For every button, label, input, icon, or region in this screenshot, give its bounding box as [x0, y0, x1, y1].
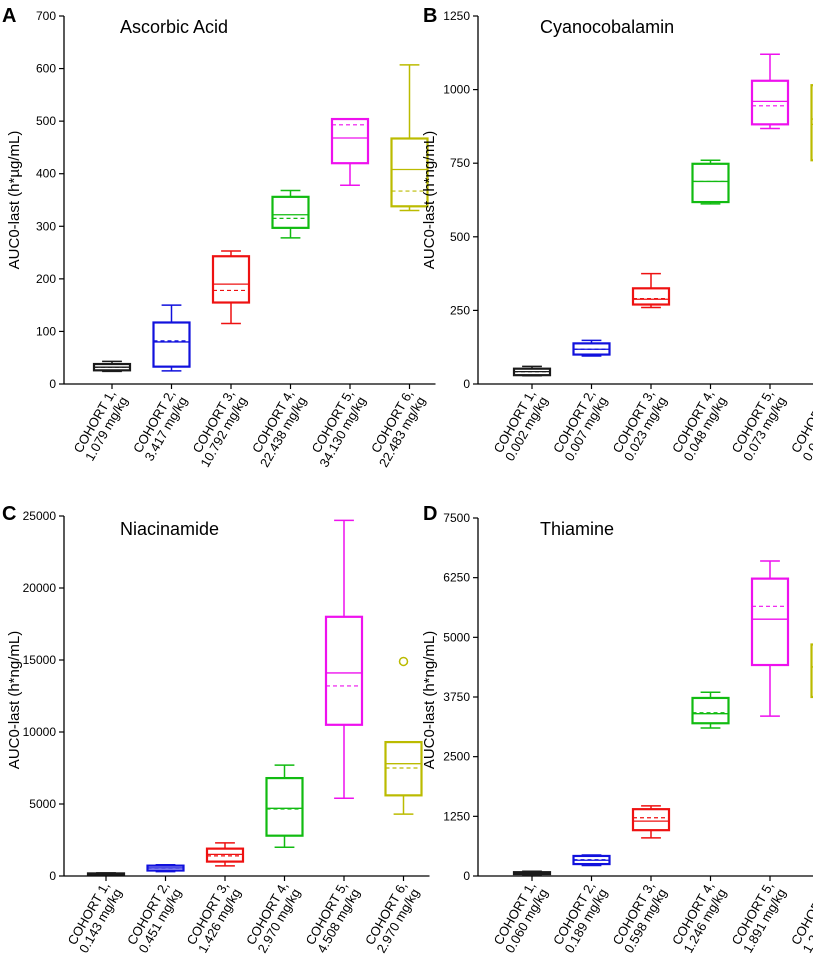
x-tick-label: COHORT 5,1.891 mg/kg: [728, 879, 789, 955]
x-tick-label: COHORT 1,0.143 mg/kg: [64, 879, 125, 955]
y-tick-label: 10000: [23, 725, 57, 739]
box: [752, 81, 788, 125]
box: [693, 698, 729, 723]
y-tick-label: 3750: [443, 690, 470, 704]
y-tick-label: 5000: [29, 797, 56, 811]
y-tick-label: 400: [36, 167, 56, 181]
x-tick-label: COHORT 6,0.048 mg/kg: [787, 387, 813, 463]
box: [267, 778, 303, 836]
x-tick-label: COHORT 2,3.417 mg/kg: [129, 387, 190, 463]
panel-d-letter: D: [423, 503, 437, 525]
panel-d-y-axis-label: AUC0-last (h*ng/mL): [421, 631, 438, 769]
panel-a-y-axis-label: AUC0-last (h*µg/mL): [6, 131, 23, 270]
y-tick-label: 300: [36, 219, 56, 233]
x-tick-label: COHORT 2,0.451 mg/kg: [123, 879, 184, 955]
box: [633, 288, 669, 304]
x-tick-label: COHORT 3,0.598 mg/kg: [609, 879, 670, 955]
box: [154, 322, 190, 366]
y-tick-label: 1250: [443, 9, 470, 23]
x-tick-label: COHORT 3,10.792 mg/kg: [185, 387, 250, 470]
panel-d-title: Thiamine: [540, 519, 614, 539]
x-tick-label: COHORT 3,0.023 mg/kg: [609, 387, 670, 463]
box: [633, 809, 669, 830]
panel-c-title: Niacinamide: [120, 519, 219, 539]
y-tick-label: 7500: [443, 511, 470, 525]
x-tick-label: COHORT 3,1.426 mg/kg: [183, 879, 244, 955]
y-tick-label: 0: [49, 377, 56, 391]
box: [213, 256, 249, 302]
y-tick-label: 500: [450, 230, 470, 244]
x-tick-label: COHORT 4,0.048 mg/kg: [668, 387, 729, 463]
x-tick-label: COHORT 4,1.246 mg/kg: [668, 879, 729, 955]
x-tick-label: COHORT 4,22.438 mg/kg: [245, 387, 310, 470]
box: [693, 164, 729, 202]
y-tick-label: 1250: [443, 809, 470, 823]
panel-d: D Thiamine AUC0-last (h*ng/mL) 0 1250 2500…: [421, 503, 813, 955]
x-tick-label: COHORT 1,0.060 mg/kg: [490, 879, 551, 955]
y-tick-label: 750: [450, 156, 470, 170]
y-tick-label: 15000: [23, 653, 57, 667]
y-tick-label: 1000: [443, 83, 470, 97]
panel-d-plot: 0 1250 2500 3750 5000 6250 7500 COHORT 1,0.060 …: [443, 511, 813, 955]
panel-b-title: Cyanocobalamin: [540, 17, 674, 37]
box: [207, 849, 243, 862]
outlier-point: [400, 657, 408, 665]
x-tick-label: COHORT 2,0.007 mg/kg: [549, 387, 610, 463]
panel-c-y-axis-label: AUC0-last (h*ng/mL): [6, 631, 23, 769]
box: [326, 617, 362, 725]
y-tick-label: 0: [463, 377, 470, 391]
panel-c: C Niacinamide AUC0-last (h*ng/mL) 0 5000 1…: [2, 503, 430, 955]
y-tick-label: 6250: [443, 571, 470, 585]
panel-a-title: Ascorbic Acid: [120, 17, 228, 37]
box: [332, 119, 368, 163]
panel-b: B Cyanocobalamin AUC0-last (h*ng/mL) 0 25…: [421, 5, 813, 463]
panel-a-plot: 0 100 200 300 400 500 600 700 COHORT 1,1.079 mg/…: [36, 9, 436, 470]
x-tick-label: COHORT 1,0.002 mg/kg: [490, 387, 551, 463]
panel-b-y-axis-label: AUC0-last (h*ng/mL): [421, 131, 438, 269]
box: [386, 742, 422, 795]
x-tick-label: COHORT 6,1.246 mg/kg: [787, 879, 813, 955]
box: [273, 197, 309, 228]
y-tick-label: 700: [36, 9, 56, 23]
x-tick-label: COHORT 5,0.073 mg/kg: [728, 387, 789, 463]
x-tick-label: COHORT 6,22.483 mg/kg: [364, 387, 429, 470]
panel-a: A Ascorbic Acid AUC0-last (h*µg/mL) 0 100…: [2, 5, 436, 470]
y-tick-label: 500: [36, 114, 56, 128]
x-tick-label: COHORT 5,4.508 mg/kg: [302, 879, 363, 955]
y-tick-label: 100: [36, 324, 56, 338]
y-tick-label: 2500: [443, 750, 470, 764]
x-tick-label: COHORT 5,34.130 mg/kg: [304, 387, 369, 470]
y-tick-label: 200: [36, 272, 56, 286]
y-tick-label: 25000: [23, 509, 57, 523]
y-tick-label: 0: [463, 869, 470, 883]
panel-b-letter: B: [423, 5, 437, 27]
x-tick-label: COHORT 2,0.189 mg/kg: [549, 879, 610, 955]
x-tick-label: COHORT 4,2.970 mg/kg: [242, 879, 303, 955]
y-tick-label: 600: [36, 62, 56, 76]
panel-c-plot: 0 5000 10000 15000 20000 25000 COHORT 1,0.143 …: [23, 509, 430, 955]
x-tick-label: COHORT 1,1.079 mg/kg: [70, 387, 131, 463]
y-tick-label: 20000: [23, 581, 57, 595]
y-tick-label: 250: [450, 303, 470, 317]
y-tick-label: 5000: [443, 630, 470, 644]
y-tick-label: 0: [49, 869, 56, 883]
box: [752, 579, 788, 665]
x-tick-label: COHORT 6,2.970 mg/kg: [361, 879, 422, 955]
panel-a-letter: A: [2, 5, 16, 27]
panel-c-letter: C: [2, 503, 16, 525]
